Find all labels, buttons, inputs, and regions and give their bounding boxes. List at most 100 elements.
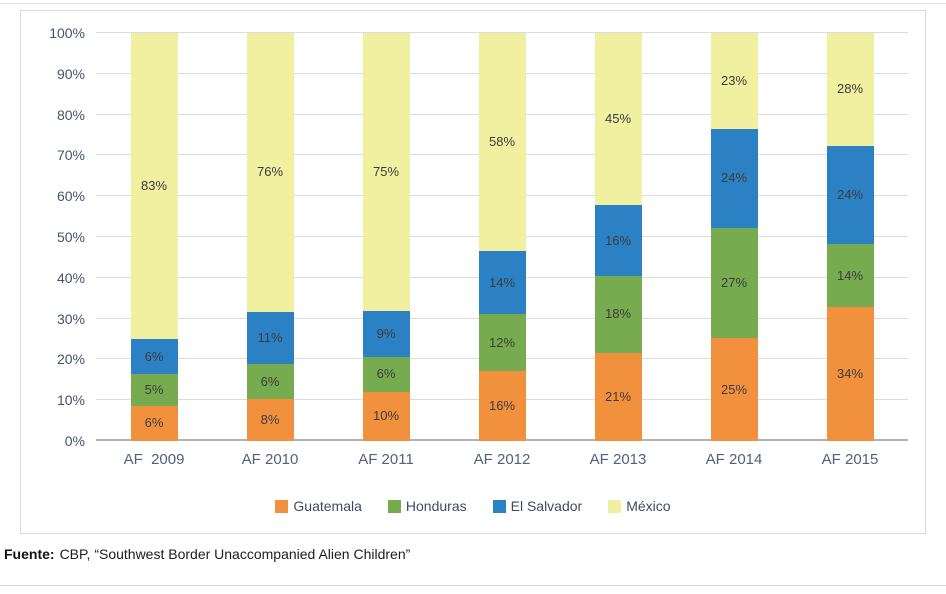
bar-segment-label: 58% xyxy=(488,134,516,150)
bar-segment-guatemala: 34% xyxy=(826,307,874,441)
bar-segment-el-salvador: 24% xyxy=(826,145,874,245)
bar-segment-méxico: 58% xyxy=(478,33,526,252)
bar-segment-label: 24% xyxy=(836,186,864,202)
bar-segment-méxico: 75% xyxy=(362,32,410,311)
bar-segment-honduras: 6% xyxy=(362,356,410,392)
bar-segment-label: 34% xyxy=(836,366,864,382)
bar-segment-méxico: 45% xyxy=(594,33,642,206)
legend-item-el-salvador: El Salvador xyxy=(492,498,583,514)
bar-segment-label: 21% xyxy=(604,389,632,405)
legend: Guatemala Honduras El Salvador México xyxy=(21,498,925,514)
bar-segment-label: 18% xyxy=(604,306,632,322)
bar-segment-el-salvador: 11% xyxy=(246,311,294,365)
bar-segment-label: 8% xyxy=(260,412,280,428)
y-tick-label: 60% xyxy=(56,188,85,205)
bar-segment-el-salvador: 9% xyxy=(362,310,410,357)
bar-segment-el-salvador: 16% xyxy=(594,205,642,276)
legend-swatch xyxy=(608,499,622,513)
bar-segment-label: 23% xyxy=(720,72,748,88)
bar-segment-el-salvador: 6% xyxy=(130,339,178,375)
bar-segment-guatemala: 10% xyxy=(362,391,410,441)
bar-column: 6% 5% 6% 83% xyxy=(96,33,212,441)
x-tick-label: AF 2009 xyxy=(123,451,185,468)
bar-segment-label: 6% xyxy=(376,366,396,382)
bar-segment-el-salvador: 14% xyxy=(478,251,526,315)
bar-segment-honduras: 27% xyxy=(710,228,758,339)
bar-segment-label: 6% xyxy=(144,415,164,431)
bar-segment-méxico: 28% xyxy=(826,32,874,146)
bar-segment-label: 14% xyxy=(836,267,864,283)
bar-segment-label: 6% xyxy=(260,373,280,389)
bar-segment-guatemala: 8% xyxy=(246,399,294,441)
legend-label: México xyxy=(626,498,671,514)
stacked-bar: 34% 14% 24% 28% xyxy=(826,32,874,441)
stacked-bar: 21% 18% 16% 45% xyxy=(594,33,642,441)
x-tick-label: AF 2014 xyxy=(705,451,763,468)
gridline xyxy=(96,32,908,33)
bar-segment-honduras: 6% xyxy=(246,364,294,400)
x-tick-label: AF 2012 xyxy=(473,451,531,468)
bar-segment-label: 76% xyxy=(256,164,284,180)
stacked-bar: 16% 12% 14% 58% xyxy=(478,33,526,441)
bar-column: 8% 6% 11% 76% xyxy=(212,33,328,441)
stacked-bar: 8% 6% 11% 76% xyxy=(246,33,294,441)
bar-column: 10% 6% 9% 75% xyxy=(328,32,444,441)
bar-segment-guatemala: 16% xyxy=(478,370,526,441)
bar-segment-guatemala: 21% xyxy=(594,353,642,441)
bar-segment-label: 12% xyxy=(488,334,516,350)
y-tick-label: 0% xyxy=(64,433,85,449)
chart-container: 0% 10% 20% 30% 40% 50% 60% 70% 80% 90% 100% 6% 5% 6%… xyxy=(20,10,926,534)
bar-column: 34% 14% 24% 28% xyxy=(792,32,908,441)
bar-segment-label: 28% xyxy=(836,81,864,97)
bar-segment-honduras: 12% xyxy=(478,314,526,371)
bar-segment-guatemala: 6% xyxy=(130,405,178,441)
stacked-bar: 10% 6% 9% 75% xyxy=(362,32,410,441)
x-tick-label: AF 2015 xyxy=(821,451,879,468)
bar-column: 16% 12% 14% 58% xyxy=(444,33,560,441)
bar-segment-méxico: 83% xyxy=(130,33,178,340)
bottom-divider xyxy=(0,585,946,586)
source-text: CBP, “Southwest Border Unaccompanied Ali… xyxy=(59,546,411,562)
bar-segment-méxico: 76% xyxy=(246,33,294,312)
bar-segment-label: 75% xyxy=(372,163,400,179)
bar-segment-label: 27% xyxy=(720,275,748,291)
bar-segment-el-salvador: 24% xyxy=(710,128,758,229)
y-tick-label: 40% xyxy=(56,269,85,286)
bar-segment-label: 14% xyxy=(488,274,516,290)
bar-segment-méxico: 23% xyxy=(710,33,758,129)
y-tick-label: 30% xyxy=(56,310,85,327)
source-note: Fuente: CBP, “Southwest Border Unaccompan… xyxy=(4,546,410,562)
legend-label: El Salvador xyxy=(510,498,583,514)
legend-item-honduras: Honduras xyxy=(387,498,467,514)
x-tick-label: AF 2011 xyxy=(358,451,414,468)
source-label: Fuente: xyxy=(4,546,55,562)
bar-segment-honduras: 18% xyxy=(594,275,642,354)
bar-segment-label: 25% xyxy=(720,381,748,397)
y-tick-label: 10% xyxy=(56,392,85,409)
bar-column: 25% 27% 24% 23% xyxy=(676,33,792,441)
bar-segment-guatemala: 25% xyxy=(710,338,758,441)
x-tick-label: AF 2013 xyxy=(589,451,647,468)
bar-segment-label: 16% xyxy=(488,397,516,413)
legend-item-guatemala: Guatemala xyxy=(275,498,362,514)
bar-segment-honduras: 14% xyxy=(826,244,874,308)
bar-segment-label: 5% xyxy=(144,382,164,398)
bar-segment-label: 16% xyxy=(604,232,632,248)
legend-label: Guatemala xyxy=(293,498,362,514)
bar-segment-label: 45% xyxy=(604,111,632,127)
stacked-bar: 6% 5% 6% 83% xyxy=(130,33,178,441)
bar-segment-label: 83% xyxy=(140,178,168,194)
y-tick-label: 20% xyxy=(56,351,85,368)
y-tick-label: 100% xyxy=(49,25,85,41)
legend-item-méxico: México xyxy=(608,498,671,514)
bars: 6% 5% 6% 83% 8% 6% 11% 76% 10% 6% 9% 75% 16% 12% 14% 58… xyxy=(96,32,908,441)
legend-label: Honduras xyxy=(405,498,467,514)
legend-swatch xyxy=(492,499,506,513)
y-tick-label: 80% xyxy=(56,106,85,123)
y-tick-label: 70% xyxy=(56,147,85,164)
x-axis-labels: AF 2009 AF 2010 AF 2011 AF 2012 AF 2013 AF 20… xyxy=(96,451,908,468)
bar-segment-label: 6% xyxy=(144,348,164,364)
legend-swatch xyxy=(275,499,289,513)
bar-segment-label: 10% xyxy=(372,408,400,424)
